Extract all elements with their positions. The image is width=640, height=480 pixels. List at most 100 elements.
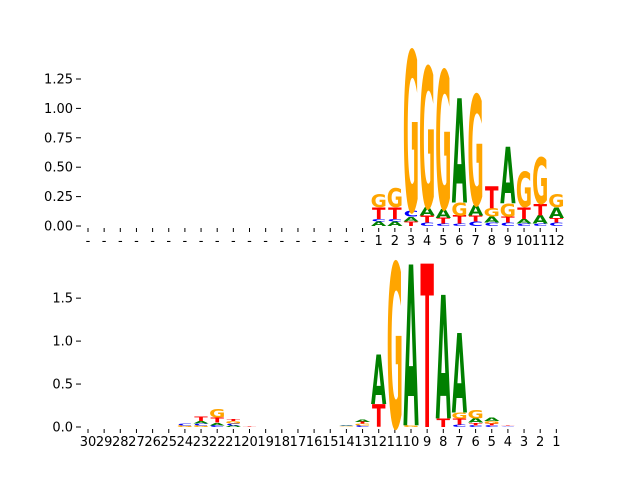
logo-letter-t: T: [420, 214, 434, 225]
x-tick-label: 22: [209, 435, 226, 450]
x-tick-label: 2: [391, 234, 399, 249]
logo-letter-g: G: [225, 421, 241, 425]
logo-letter-t: T: [485, 181, 499, 216]
logo-letter-t: T: [437, 416, 451, 430]
x-tick-label: 13: [354, 435, 371, 450]
x-tick-label: -: [199, 234, 204, 249]
logo-letter-t: T: [453, 417, 467, 427]
logo-letter-g: G: [467, 66, 483, 241]
logo-letter-t: T: [533, 201, 547, 220]
x-tick-label: 14: [338, 435, 355, 450]
x-tick-label: -: [166, 234, 171, 249]
x-tick-label: -: [360, 234, 365, 249]
logo-letter-a: A: [468, 418, 484, 425]
x-tick-label: 10: [516, 234, 533, 249]
logo-letter-a: A: [371, 220, 387, 227]
y-tick-label: 1.25: [44, 73, 73, 88]
logo-letter-c: C: [468, 425, 483, 428]
x-tick-label: -: [296, 234, 301, 249]
logo-letter-c: C: [484, 222, 499, 227]
logo-letter-a: A: [339, 424, 355, 425]
x-tick-label: 28: [112, 435, 129, 450]
x-tick-label: 5: [439, 234, 447, 249]
y-tick-label: 0.25: [44, 190, 73, 205]
y-tick-label: 1.00: [44, 102, 73, 117]
logo-letter-c: C: [533, 223, 548, 227]
y-tick-label: 0.50: [44, 161, 73, 176]
x-tick-label: 8: [488, 234, 496, 249]
x-tick-label: -: [279, 234, 284, 249]
logo-letter-a: A: [210, 422, 225, 426]
logo-letter-c: C: [517, 223, 532, 227]
logo-letter-t: T: [388, 205, 402, 224]
logo-letter-t: T: [194, 416, 208, 423]
logo-letter-t: T: [453, 213, 467, 226]
logo-letter-t: T: [469, 422, 483, 426]
x-tick-label: 23: [193, 435, 210, 450]
logo-letter-a: A: [355, 419, 370, 423]
x-tick-label: 1: [552, 435, 560, 450]
logo-letter-c: C: [484, 425, 499, 428]
x-tick-label: -: [328, 234, 333, 249]
x-tick-label: -: [263, 234, 268, 249]
logo-letter-c: C: [452, 223, 467, 227]
logo-letter-t: T: [243, 426, 257, 427]
y-tick-label: 0.00: [44, 220, 73, 235]
logo-letter-a: A: [371, 341, 387, 420]
logo-letter-g: G: [177, 425, 193, 428]
logo-letter-g: G: [209, 407, 225, 421]
logo-letter-c: C: [371, 219, 386, 223]
logo-letter-a: A: [452, 312, 467, 439]
bottom-logo-panel: 0.00.51.01.530 29 28 27 26 25 24GC23GCAT22CATG…: [52, 219, 560, 480]
logo-letter-t: T: [420, 219, 434, 480]
x-tick-label: 9: [423, 435, 431, 450]
logo-letter-c: C: [178, 423, 193, 426]
logo-letter-g: G: [516, 163, 532, 219]
x-tick-label: 12: [370, 435, 387, 450]
top-logo-panel: 0.000.250.500.751.001.25- - - - - - - - - - - - - - - -…: [44, 6, 565, 262]
logo-letter-t: T: [469, 214, 483, 223]
logo-letter-c: C: [468, 220, 483, 227]
logo-letter-g: G: [451, 411, 467, 421]
x-tick-label: 7: [471, 234, 479, 249]
x-tick-label: -: [150, 234, 155, 249]
logo-letter-a: A: [436, 206, 451, 221]
x-tick-label: 8: [439, 435, 447, 450]
logo-letter-g: G: [371, 192, 387, 212]
logo-letter-c: C: [452, 424, 467, 428]
logo-letter-g: G: [403, 6, 419, 262]
x-tick-label: 15: [322, 435, 339, 450]
x-tick-label: -: [183, 234, 188, 249]
logo-letter-a: A: [403, 221, 418, 477]
y-tick-label: 0.5: [52, 378, 73, 393]
logo-letter-c: C: [436, 223, 451, 227]
logo-letter-g: G: [387, 219, 403, 480]
x-tick-label: 12: [548, 234, 565, 249]
logo-letter-t: T: [372, 399, 386, 435]
x-tick-label: 11: [387, 435, 404, 450]
x-tick-label: -: [215, 234, 220, 249]
logo-letter-c: C: [210, 425, 225, 428]
logo-letter-c: C: [339, 425, 354, 426]
logo-letter-t: T: [372, 205, 386, 224]
x-tick-label: 3: [407, 234, 415, 249]
x-tick-label: 30: [80, 435, 97, 450]
logo-letter-a: A: [387, 220, 403, 227]
logo-letter-g: G: [403, 425, 419, 428]
logo-letter-a: A: [484, 215, 500, 224]
logo-letter-t: T: [356, 422, 370, 425]
logo-letter-t: T: [501, 425, 515, 426]
logo-letter-a: A: [419, 205, 435, 218]
logo-letter-g: G: [338, 426, 354, 427]
logo-letter-g: G: [467, 408, 483, 422]
x-tick-label: 9: [504, 234, 512, 249]
logo-letter-a: A: [403, 216, 419, 223]
logo-letter-a: A: [484, 417, 501, 422]
x-tick-label: 18: [274, 435, 291, 450]
x-tick-label: -: [118, 234, 123, 249]
logo-letter-t: T: [437, 216, 451, 225]
x-tick-label: -: [247, 234, 252, 249]
logo-letter-g: G: [451, 200, 467, 220]
x-tick-label: 16: [306, 435, 323, 450]
logo-letter-g: G: [387, 185, 403, 214]
